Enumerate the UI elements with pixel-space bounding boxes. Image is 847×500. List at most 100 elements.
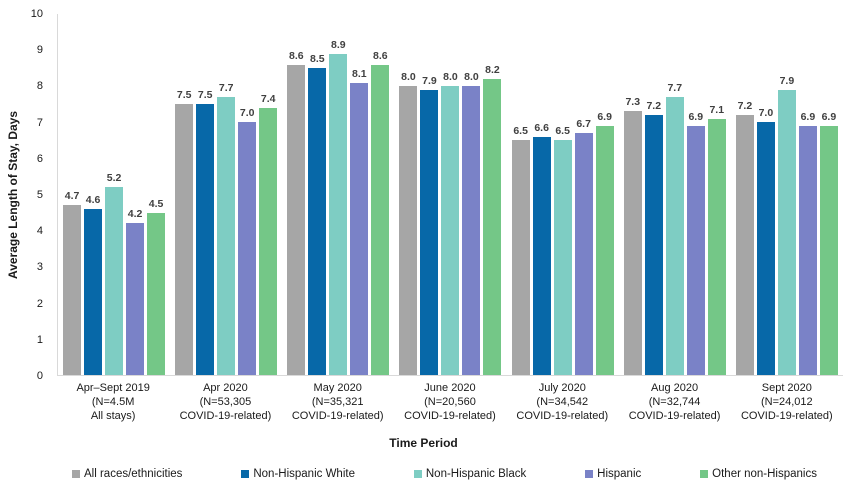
bar-column: 7.2 <box>735 14 754 375</box>
legend-item: All races/ethnicities <box>72 468 182 480</box>
bar-value-label: 5.2 <box>106 172 122 185</box>
bar-groups-container: 4.7 4.6 5.2 4.2 4.5 7.5 7.5 7.7 7.0 7.4 8.6 8.5 8.9 8… <box>58 14 843 375</box>
y-tick-label: 0 <box>36 370 43 382</box>
bar-column: 7.3 <box>623 14 642 375</box>
bar-value-label: 6.9 <box>800 110 816 123</box>
bar-column: 8.0 <box>441 14 460 375</box>
bar-group: 6.5 6.6 6.5 6.7 6.9 <box>507 14 619 375</box>
bar <box>574 133 593 375</box>
bar <box>63 205 82 375</box>
bar <box>777 89 796 375</box>
bar <box>287 64 306 375</box>
legend-label: Non-Hispanic Black <box>425 468 527 480</box>
bar-column: 5.2 <box>105 14 124 375</box>
bar <box>483 78 502 375</box>
bar-value-label: 7.1 <box>709 103 725 116</box>
bar-column: 8.0 <box>399 14 418 375</box>
bar <box>175 104 194 375</box>
bar <box>308 68 327 375</box>
bar-value-label: 7.5 <box>197 89 213 102</box>
bar-column: 7.4 <box>259 14 278 375</box>
x-category-label: Aug 2020 (N=32,744 COVID-19-related) <box>628 382 721 422</box>
x-category-label: Apr–Sept 2019 (N=4.5M All stays) <box>76 382 150 422</box>
bar-column: 7.1 <box>707 14 726 375</box>
x-category-label: Sept 2020 (N=24,012 COVID-19-related) <box>740 382 833 422</box>
bar <box>819 125 838 375</box>
bar-column: 4.7 <box>63 14 82 375</box>
bar-value-label: 4.6 <box>85 193 101 206</box>
bar <box>147 212 166 375</box>
legend-swatch-icon <box>585 470 594 478</box>
x-category-label: June 2020 (N=20,560 COVID-19-related) <box>404 382 496 422</box>
bar <box>462 86 481 375</box>
bar-value-label: 8.9 <box>331 38 346 51</box>
legend-swatch-icon <box>413 470 422 478</box>
bar-group: 7.3 7.2 7.7 6.9 7.1 <box>619 14 731 375</box>
bar-column: 7.2 <box>644 14 663 375</box>
y-tick-label: 10 <box>30 8 43 20</box>
bar <box>126 223 145 375</box>
bar-value-label: 8.0 <box>443 71 458 84</box>
bar <box>371 64 390 375</box>
bar-group: 7.5 7.5 7.7 7.0 7.4 <box>170 14 282 375</box>
bar <box>665 97 684 375</box>
bar-column: 6.9 <box>686 14 705 375</box>
y-tick-label: 9 <box>36 44 43 57</box>
bar-value-label: 7.9 <box>779 74 795 87</box>
bar <box>420 89 439 375</box>
bar-value-label: 7.0 <box>239 107 255 120</box>
bar <box>399 86 418 375</box>
y-axis-ticks: 0 1 2 3 4 5 6 7 8 9 10 <box>0 8 50 382</box>
bar-value-label: 6.7 <box>576 118 591 131</box>
bar <box>798 125 817 375</box>
y-tick-label: 3 <box>36 261 43 274</box>
legend: All races/ethnicities Non-Hispanic White N… <box>0 468 847 480</box>
bar-column: 4.2 <box>126 14 145 375</box>
bar-value-label: 6.9 <box>688 110 704 123</box>
bar <box>329 53 348 375</box>
bar-value-label: 8.2 <box>485 63 500 76</box>
bar-column: 8.9 <box>329 14 348 375</box>
bar-column: 8.5 <box>308 14 327 375</box>
bar <box>553 140 572 375</box>
bar-column: 6.5 <box>553 14 572 375</box>
bar <box>350 82 369 375</box>
bar-column: 8.0 <box>462 14 481 375</box>
legend-swatch-icon <box>700 470 709 478</box>
bar-value-label: 7.5 <box>176 89 192 102</box>
bar-value-label: 6.6 <box>534 121 549 134</box>
bar <box>532 136 551 375</box>
bar-column: 6.9 <box>798 14 817 375</box>
y-tick-label: 5 <box>36 189 43 201</box>
legend-label: All races/ethnicities <box>84 468 183 480</box>
legend-item: Other non-Hispanics <box>700 468 817 480</box>
bar-value-label: 8.0 <box>464 71 479 84</box>
bar-column: 4.5 <box>147 14 166 375</box>
bar-value-label: 7.2 <box>646 100 662 113</box>
bar-value-label: 4.7 <box>64 190 80 203</box>
bar-value-label: 8.6 <box>373 49 388 62</box>
bar-value-label: 8.1 <box>352 67 367 80</box>
bar <box>217 97 236 375</box>
x-axis-title: Time Period <box>389 436 458 450</box>
bar <box>707 118 726 375</box>
bar-column: 7.5 <box>196 14 215 375</box>
bar-column: 7.7 <box>665 14 684 375</box>
bar-value-label: 8.0 <box>401 71 416 84</box>
bar-group: 8.6 8.5 8.9 8.1 8.6 <box>282 14 394 375</box>
bar <box>511 140 530 375</box>
bar <box>259 107 278 375</box>
bar <box>756 122 775 375</box>
legend-label: Non-Hispanic White <box>253 468 355 480</box>
bar-group: 8.0 7.9 8.0 8.0 8.2 <box>394 14 506 375</box>
y-tick-label: 4 <box>36 225 43 238</box>
legend-swatch-icon <box>241 470 250 478</box>
bar-column: 8.6 <box>287 14 306 375</box>
x-category-label: May 2020 (N=35,321 COVID-19-related) <box>291 382 384 422</box>
bar <box>441 86 460 375</box>
bar <box>238 122 257 375</box>
bar-column: 8.6 <box>371 14 390 375</box>
bar-value-label: 7.9 <box>422 74 437 87</box>
bar-column: 7.9 <box>777 14 796 375</box>
